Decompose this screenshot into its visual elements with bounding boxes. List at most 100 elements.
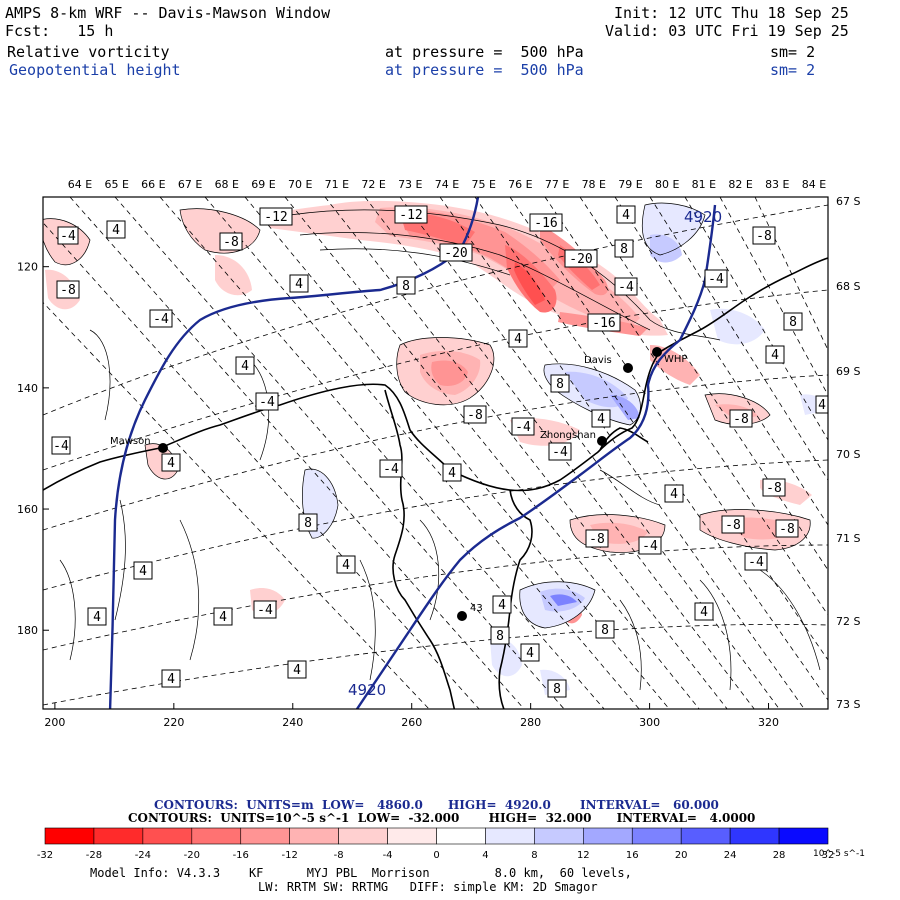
station-marker[interactable] bbox=[457, 611, 467, 621]
field2-level: at pressure = 500 hPa bbox=[385, 61, 584, 79]
svg-text:4: 4 bbox=[241, 359, 249, 374]
svg-text:-12: -12 bbox=[264, 210, 287, 225]
contour-label: 8 bbox=[547, 679, 567, 698]
station-label: 43 bbox=[470, 603, 483, 614]
contour-label: 4 bbox=[87, 607, 107, 626]
longitude-label: 66 E bbox=[141, 178, 165, 191]
svg-text:-4: -4 bbox=[642, 539, 658, 554]
contour-label: -4 bbox=[744, 552, 768, 571]
station-marker[interactable] bbox=[158, 443, 168, 453]
contour-label: 8 bbox=[614, 239, 634, 258]
svg-text:8: 8 bbox=[402, 279, 410, 294]
contour-label: 8 bbox=[396, 276, 416, 295]
colorbar-tick-label: 24 bbox=[724, 850, 737, 861]
svg-text:4: 4 bbox=[498, 598, 506, 613]
contour-label: -12 bbox=[259, 207, 293, 226]
latitude-label: 68 S bbox=[836, 280, 860, 293]
contour-label: -8 bbox=[56, 280, 80, 299]
contour-label: -8 bbox=[762, 478, 786, 497]
geopotential-contours bbox=[108, 197, 717, 709]
svg-text:-4: -4 bbox=[552, 445, 568, 460]
coastline bbox=[43, 257, 828, 709]
colorbar-tick-label: 16 bbox=[626, 850, 639, 861]
y-tick-label: 160 bbox=[17, 503, 38, 516]
contour-label: 4 bbox=[161, 453, 181, 472]
colorbar-tick-label: -8 bbox=[334, 850, 344, 861]
y-tick-label: 180 bbox=[17, 624, 38, 637]
svg-text:8: 8 bbox=[556, 377, 564, 392]
longitude-label: 68 E bbox=[215, 178, 239, 191]
plot-frame bbox=[42, 196, 829, 710]
colorbar-tick-label: 8 bbox=[531, 850, 537, 861]
station-marker[interactable] bbox=[623, 363, 633, 373]
contour-label: 4 bbox=[336, 555, 356, 574]
contour-label: 4 bbox=[508, 329, 528, 348]
colorbar-swatch bbox=[44, 827, 95, 845]
contour-label: 4 bbox=[289, 274, 309, 293]
contour-label: -12 bbox=[394, 205, 428, 224]
longitude-label: 65 E bbox=[104, 178, 128, 191]
field1-sm: sm= 2 bbox=[770, 43, 816, 61]
longitude-label: 75 E bbox=[471, 178, 495, 191]
contour-label: 4 bbox=[694, 602, 714, 621]
svg-text:4: 4 bbox=[342, 558, 350, 573]
height-contour-label: 4920 bbox=[348, 681, 386, 699]
station-label: WHP bbox=[664, 354, 687, 365]
colorbar-swatch bbox=[142, 827, 193, 845]
longitude-label: 77 E bbox=[545, 178, 569, 191]
colorbar-swatch bbox=[93, 827, 144, 845]
svg-text:-8: -8 bbox=[223, 235, 239, 250]
colorbar-tick-label: 0 bbox=[433, 850, 439, 861]
contour-label: 4 bbox=[133, 561, 153, 580]
contour-label: 4 bbox=[235, 356, 255, 375]
contour-label: 4 bbox=[815, 395, 828, 414]
latitude-label: 67 S bbox=[836, 195, 860, 208]
model-info: Model Info: V4.3.3 KF MYJ PBL Morrison 8… bbox=[90, 866, 632, 880]
station-marker[interactable] bbox=[652, 347, 662, 357]
longitude-label: 71 E bbox=[325, 178, 349, 191]
svg-text:8: 8 bbox=[304, 516, 312, 531]
svg-text:-8: -8 bbox=[467, 408, 483, 423]
svg-text:-4: -4 bbox=[383, 462, 399, 477]
contour-label: 4 bbox=[287, 660, 307, 679]
svg-text:-4: -4 bbox=[257, 603, 273, 618]
contour-label: -8 bbox=[219, 232, 243, 251]
colorbar-tick-label: 12 bbox=[577, 850, 590, 861]
svg-text:4: 4 bbox=[597, 412, 605, 427]
y-tick-label: 120 bbox=[17, 261, 38, 274]
longitude-label: 81 E bbox=[692, 178, 716, 191]
station-label: Davis bbox=[584, 355, 612, 366]
svg-text:8: 8 bbox=[601, 623, 609, 638]
contour-label: -8 bbox=[729, 409, 753, 428]
contour-label: 4 bbox=[442, 463, 462, 482]
colorbar-tick-label: 28 bbox=[773, 850, 786, 861]
contour-label: 4 bbox=[591, 409, 611, 428]
longitude-label: 67 E bbox=[178, 178, 202, 191]
station-marker[interactable] bbox=[597, 436, 607, 446]
svg-text:-4: -4 bbox=[153, 312, 169, 327]
longitude-label: 79 E bbox=[618, 178, 642, 191]
valid-time: Valid: 03 UTC Fri 19 Sep 25 bbox=[605, 22, 849, 40]
longitude-label: 84 E bbox=[802, 178, 826, 191]
colorbar-swatch bbox=[778, 827, 829, 845]
height-contour-label: 4920 bbox=[684, 208, 722, 226]
contour-label: -4 bbox=[379, 459, 403, 478]
svg-text:-4: -4 bbox=[53, 439, 69, 454]
contour-label: 4 bbox=[106, 220, 126, 239]
svg-text:4: 4 bbox=[700, 605, 708, 620]
contour-label: 4 bbox=[213, 607, 233, 626]
svg-text:-8: -8 bbox=[60, 283, 76, 298]
field2-sm: sm= 2 bbox=[770, 61, 816, 79]
svg-text:-16: -16 bbox=[592, 316, 615, 331]
contour-label: -4 bbox=[51, 436, 71, 455]
svg-text:4: 4 bbox=[139, 564, 147, 579]
colorbar-swatch bbox=[436, 827, 486, 845]
svg-text:4: 4 bbox=[293, 663, 301, 678]
x-tick-label: 200 bbox=[44, 716, 65, 729]
svg-text:4: 4 bbox=[622, 208, 630, 223]
init-time: Init: 12 UTC Thu 18 Sep 25 bbox=[614, 4, 849, 22]
colorbar-swatch bbox=[387, 827, 437, 845]
contour-label: -16 bbox=[529, 213, 563, 232]
svg-text:-20: -20 bbox=[569, 252, 592, 267]
svg-text:-8: -8 bbox=[725, 518, 741, 533]
